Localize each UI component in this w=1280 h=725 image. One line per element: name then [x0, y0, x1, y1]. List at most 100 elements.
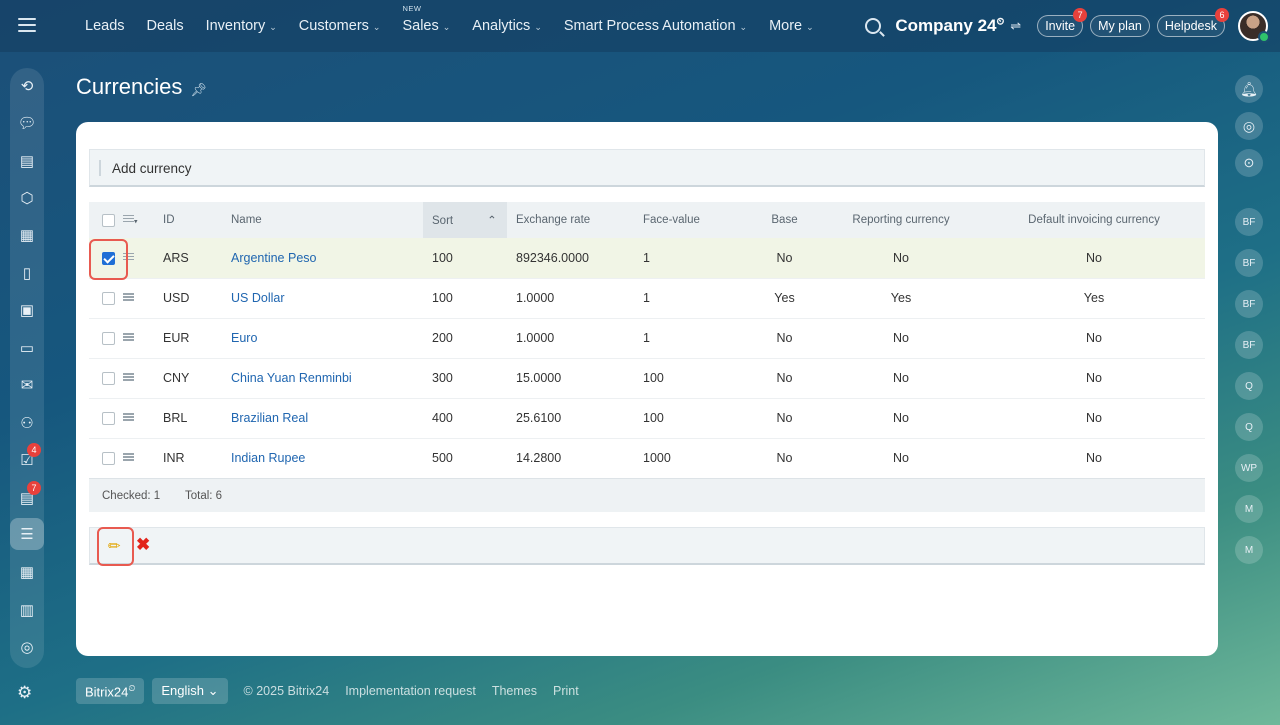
nav-item-leads[interactable]: Leads	[85, 18, 125, 34]
print-link[interactable]: Print	[553, 684, 579, 699]
sidebar-hexagon-icon[interactable]: ⬡	[20, 190, 34, 207]
menu-icon[interactable]	[18, 18, 36, 32]
table-row[interactable]: USD US Dollar 100 1.0000 1 Yes Yes Yes	[89, 278, 1205, 319]
currency-name-link[interactable]: Argentine Peso	[231, 250, 317, 265]
pin-icon[interactable]: 📌︎	[190, 82, 207, 97]
column-base[interactable]: Base	[750, 202, 819, 238]
cell-name[interactable]: US Dollar	[231, 278, 423, 319]
bitrix24-button[interactable]: Bitrix24⏲	[76, 678, 145, 705]
sidebar-feed-icon[interactable]: ▤	[19, 153, 35, 170]
cell-name[interactable]: Brazilian Real	[231, 398, 423, 439]
add-currency-bar[interactable]: Add currency	[89, 149, 1205, 187]
right-panel-avatar[interactable]: Q	[1235, 372, 1263, 400]
currency-name-link[interactable]: Euro	[231, 331, 258, 345]
row-checkbox[interactable]	[102, 292, 115, 306]
row-select-cell[interactable]	[89, 358, 123, 399]
implementation-request-link[interactable]: Implementation request	[345, 684, 476, 699]
sidebar-contacts-icon[interactable]: ⚇	[20, 415, 34, 432]
nav-item-more[interactable]: More ⌄	[769, 18, 814, 34]
sidebar-crm-icon[interactable]: ☰	[10, 518, 44, 550]
sidebar-board-icon[interactable]: ▣	[19, 302, 35, 319]
nav-item-deals[interactable]: Deals	[147, 18, 184, 34]
select-all-header[interactable]	[89, 202, 123, 238]
right-panel-avatar[interactable]: BF	[1235, 208, 1263, 236]
column-face-value[interactable]: Face-value	[643, 202, 750, 238]
column-settings-header[interactable]: ▾	[123, 202, 163, 238]
column-settings-icon[interactable]	[123, 213, 134, 224]
row-select-cell[interactable]	[89, 398, 123, 439]
row-menu-icon[interactable]	[123, 372, 134, 383]
row-checkbox[interactable]	[102, 452, 115, 466]
table-row[interactable]: EUR Euro 200 1.0000 1 No No No	[89, 318, 1205, 359]
nav-item-customers[interactable]: Customers ⌄	[299, 18, 381, 34]
row-select-cell[interactable]	[89, 238, 123, 279]
right-panel-avatar[interactable]: Q	[1235, 413, 1263, 441]
right-panel-avatar[interactable]: BF	[1235, 290, 1263, 318]
user-avatar[interactable]	[1238, 11, 1270, 43]
currency-name-link[interactable]: US Dollar	[231, 291, 285, 305]
row-menu-cell[interactable]	[123, 318, 163, 359]
gear-icon[interactable]: ⚙	[17, 683, 33, 702]
search-icon[interactable]	[865, 18, 882, 34]
row-menu-cell[interactable]	[123, 398, 163, 439]
cell-name[interactable]: Indian Rupee	[231, 438, 423, 479]
column-default-invoicing[interactable]: Default invoicing currency	[983, 202, 1205, 238]
right-panel-avatar[interactable]: BF	[1235, 249, 1263, 277]
column-sort[interactable]: Sort ⌃	[423, 202, 507, 238]
row-checkbox[interactable]	[102, 412, 115, 426]
column-id[interactable]: ID	[163, 202, 231, 238]
row-select-cell[interactable]	[89, 438, 123, 479]
sidebar-tasks-icon[interactable]: ☑ 4	[10, 443, 44, 474]
row-menu-icon[interactable]	[123, 412, 134, 423]
themes-link[interactable]: Themes	[491, 684, 537, 699]
column-name[interactable]: Name	[231, 202, 423, 238]
currency-name-link[interactable]: Brazilian Real	[231, 411, 309, 425]
sidebar-drive-icon[interactable]: ▭	[19, 340, 35, 357]
table-row[interactable]: CNY China Yuan Renminbi 300 15.0000 100 No No N…	[89, 358, 1205, 399]
currency-name-link[interactable]: Indian Rupee	[231, 451, 306, 465]
nav-item-sales[interactable]: NEW Sales ⌄	[402, 4, 450, 34]
nav-item-inventory[interactable]: Inventory ⌄	[206, 18, 277, 34]
table-row[interactable]: INR Indian Rupee 500 14.2800 1000 No No No	[89, 438, 1205, 479]
currency-name-link[interactable]: China Yuan Renminbi	[231, 371, 352, 385]
chat-search-icon[interactable]: ⊙	[1235, 149, 1263, 177]
copilot-icon[interactable]: ◎	[1235, 112, 1263, 140]
nav-item-smart-process-automation[interactable]: Smart Process Automation ⌄	[564, 18, 747, 34]
row-menu-cell[interactable]	[123, 358, 163, 399]
right-panel-avatar[interactable]: M	[1235, 495, 1263, 523]
table-row[interactable]: ARS Argentine Peso 100 892346.0000 1 No No No	[89, 238, 1205, 279]
sidebar-target-icon[interactable]: ◎	[20, 639, 34, 656]
row-checkbox[interactable]	[102, 251, 115, 265]
row-select-cell[interactable]	[89, 278, 123, 319]
row-menu-icon[interactable]	[123, 292, 134, 303]
invite-button[interactable]: Invite 7	[1037, 8, 1088, 37]
right-panel-avatar[interactable]: M	[1235, 536, 1263, 564]
row-select-cell[interactable]	[89, 318, 123, 359]
table-row[interactable]: BRL Brazilian Real 400 25.6100 100 No No No	[89, 398, 1205, 439]
sidebar-documents-icon[interactable]: ▯	[22, 265, 32, 282]
cell-name[interactable]: Euro	[231, 318, 423, 359]
sidebar-chat-icon[interactable]: ⟲	[20, 78, 34, 95]
language-selector[interactable]: English ⌄	[152, 678, 228, 705]
column-reporting-currency[interactable]: Reporting currency	[819, 202, 983, 238]
edit-pencil-icon[interactable]: ✏	[108, 538, 121, 555]
sidebar-schedule-icon[interactable]: ▦	[19, 564, 35, 581]
sidebar-store-icon[interactable]: ▥	[19, 602, 35, 619]
row-checkbox[interactable]	[102, 332, 115, 346]
add-currency-button[interactable]: Add currency	[112, 161, 192, 176]
helpdesk-button[interactable]: Helpdesk 6	[1156, 8, 1229, 37]
right-panel-avatar[interactable]: WP	[1235, 454, 1263, 482]
settings-sliders-icon[interactable]: ⇌	[1010, 18, 1022, 33]
sidebar-calendar-icon[interactable]: ▦	[19, 227, 35, 244]
row-menu-icon[interactable]	[123, 332, 134, 343]
row-menu-cell[interactable]	[123, 278, 163, 319]
row-menu-cell[interactable]	[123, 438, 163, 479]
row-menu-cell[interactable]	[123, 238, 163, 279]
sidebar-mail-icon[interactable]: ✉	[20, 377, 34, 394]
row-checkbox[interactable]	[102, 372, 115, 386]
row-menu-icon[interactable]	[123, 251, 134, 262]
select-all-checkbox[interactable]	[102, 213, 115, 227]
right-panel-avatar[interactable]: BF	[1235, 331, 1263, 359]
column-exchange-rate[interactable]: Exchange rate	[507, 202, 643, 238]
my-plan-button[interactable]: My plan	[1090, 15, 1150, 37]
